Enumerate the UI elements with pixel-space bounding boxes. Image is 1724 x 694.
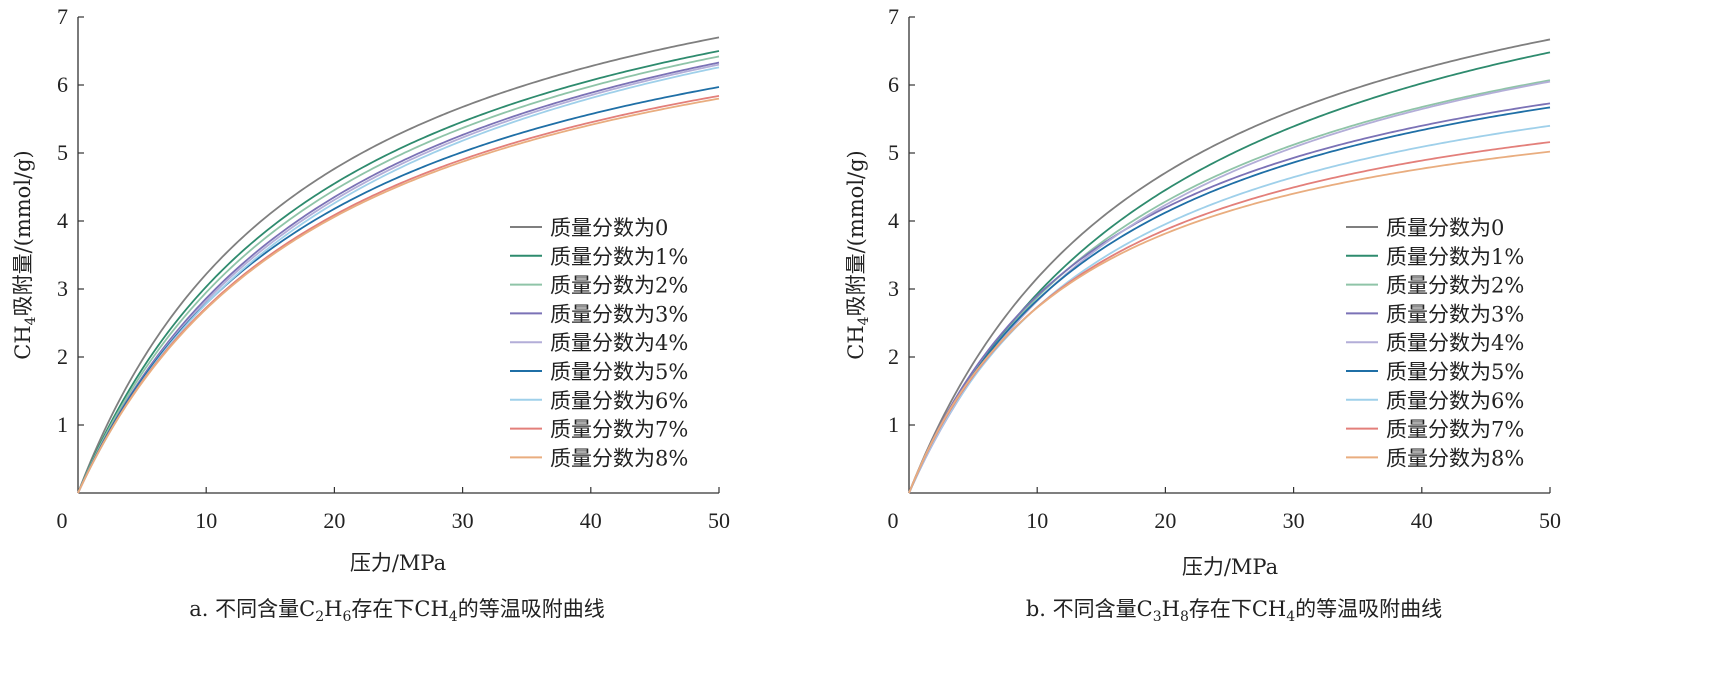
x-tick-label: 0 [57,508,68,533]
x-tick-label: 20 [323,508,345,533]
legend-label-7: 质量分数为7% [1386,418,1524,442]
series-line-4 [77,63,720,494]
x-tick-label: 10 [1026,508,1048,533]
y-tick-label: 5 [888,140,899,165]
chart-b-ch4-isotherm-c3h8: 1 2 3 4 5 6 7 0 10 20 30 40 50 质量分数为0 质量分数为1% 质量分数为2% 质量… [844,4,1561,625]
y-tick-label: 6 [888,72,899,97]
legend-label-2: 质量分数为2% [1386,274,1524,298]
x-tick-label: 40 [1411,508,1433,533]
x-tick-label: 10 [195,508,217,533]
y-tick-label: 3 [57,276,68,301]
series-line-0 [77,36,720,494]
figure-caption: b. 不同含量C3H8存在下CH4的等温吸附曲线 [1026,597,1442,625]
y-tick-label: 5 [57,140,68,165]
y-axis-label: CH4吸附量/(mmol/g) [844,150,872,359]
y-tick-label: 6 [57,72,68,97]
legend-label-6: 质量分数为6% [550,389,688,413]
y-tick-label: 2 [57,344,68,369]
legend-label-5: 质量分数为5% [550,360,688,384]
legend-label-6: 质量分数为6% [1386,389,1524,413]
series-line-0 [908,38,1551,494]
chart-a-ch4-isotherm-c2h6: 1 2 3 4 5 6 7 0 10 20 30 40 50 质量分数为0 质量分数为1% 质量分数为2% 质量… [11,4,730,625]
legend-label-0: 质量分数为0 [1386,216,1504,240]
y-tick-label: 3 [888,276,899,301]
legend-label-8: 质量分数为8% [550,446,688,470]
legend-label-7: 质量分数为7% [550,418,688,442]
legend-label-1: 质量分数为1% [550,245,688,269]
series-line-2 [77,55,720,494]
legend-label-4: 质量分数为4% [1386,331,1524,355]
x-axis-label: 压力/MPa [1182,555,1278,579]
y-tick-label: 4 [57,208,68,233]
series-line-4 [908,80,1551,494]
series-line-5 [908,106,1551,494]
x-tick-label: 30 [1283,508,1305,533]
series-line-1 [77,50,720,494]
x-axis-label: 压力/MPa [350,551,446,575]
legend-label-4: 质量分数为4% [550,331,688,355]
y-axis-label: CH4吸附量/(mmol/g) [11,150,39,359]
legend-label-0: 质量分数为0 [550,216,668,240]
x-tick-label: 0 [888,508,899,533]
x-tick-label: 30 [452,508,474,533]
legend-label-1: 质量分数为1% [1386,245,1524,269]
legend-label-8: 质量分数为8% [1386,446,1524,470]
x-tick-label: 50 [708,508,730,533]
y-tick-label: 2 [888,344,899,369]
legend-label-5: 质量分数为5% [1386,360,1524,384]
series-line-3 [77,61,720,494]
series-line-8 [908,150,1551,494]
legend-label-3: 质量分数为3% [550,302,688,326]
x-tick-label: 40 [580,508,602,533]
legend-label-3: 质量分数为3% [1386,302,1524,326]
x-tick-label: 20 [1154,508,1176,533]
series-line-3 [908,102,1551,494]
series-line-8 [77,97,720,494]
y-tick-label: 7 [888,4,899,29]
series-line-2 [908,79,1551,494]
figure-caption: a. 不同含量C2H6存在下CH4的等温吸附曲线 [189,597,604,625]
legend-label-2: 质量分数为2% [550,274,688,298]
y-tick-label: 1 [57,412,68,437]
y-tick-label: 4 [888,208,899,233]
x-tick-label: 50 [1539,508,1561,533]
y-tick-label: 7 [57,4,68,29]
y-tick-label: 1 [888,412,899,437]
series-line-6 [77,66,720,494]
